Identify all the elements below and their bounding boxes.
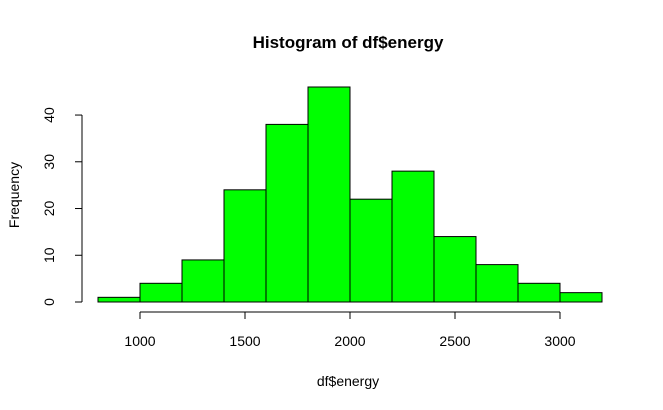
histogram-bar bbox=[181, 259, 225, 303]
bars-layer bbox=[97, 86, 603, 303]
x-tick-label: 1000 bbox=[124, 333, 155, 349]
x-axis-label: df$energy bbox=[317, 373, 379, 389]
y-tick-label: 20 bbox=[41, 201, 57, 217]
histogram-bar bbox=[391, 170, 435, 303]
histogram-bar bbox=[475, 264, 519, 303]
histogram-bar bbox=[139, 282, 183, 303]
x-tick-label: 2000 bbox=[334, 333, 365, 349]
y-axis-label: Frequency bbox=[6, 162, 22, 228]
y-tick-label: 10 bbox=[41, 247, 57, 263]
chart-title: Histogram of df$energy bbox=[253, 33, 444, 52]
y-tick-label: 30 bbox=[41, 154, 57, 170]
histogram-bar bbox=[265, 123, 309, 303]
y-tick-label: 40 bbox=[41, 107, 57, 123]
histogram-bar bbox=[307, 86, 351, 303]
y-tick-label: 0 bbox=[41, 298, 57, 306]
y-axis: 0 10 20 30 40 bbox=[41, 107, 83, 306]
x-tick-label: 3000 bbox=[544, 333, 575, 349]
histogram-bar bbox=[433, 236, 477, 303]
x-tick-label: 1500 bbox=[229, 333, 260, 349]
x-axis: 1000 1500 2000 2500 3000 bbox=[124, 311, 576, 349]
histogram-bar bbox=[517, 282, 561, 303]
x-tick-label: 2500 bbox=[439, 333, 470, 349]
histogram-bar bbox=[559, 292, 603, 303]
histogram-bar bbox=[349, 198, 393, 303]
histogram-bar bbox=[223, 189, 267, 303]
histogram-bar bbox=[97, 296, 141, 303]
